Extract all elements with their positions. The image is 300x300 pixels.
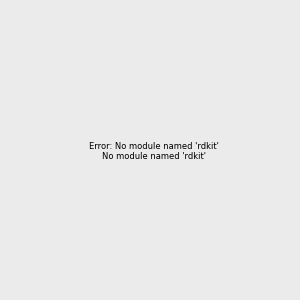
Text: Error: No module named 'rdkit'
No module named 'rdkit': Error: No module named 'rdkit' No module…	[89, 142, 219, 161]
